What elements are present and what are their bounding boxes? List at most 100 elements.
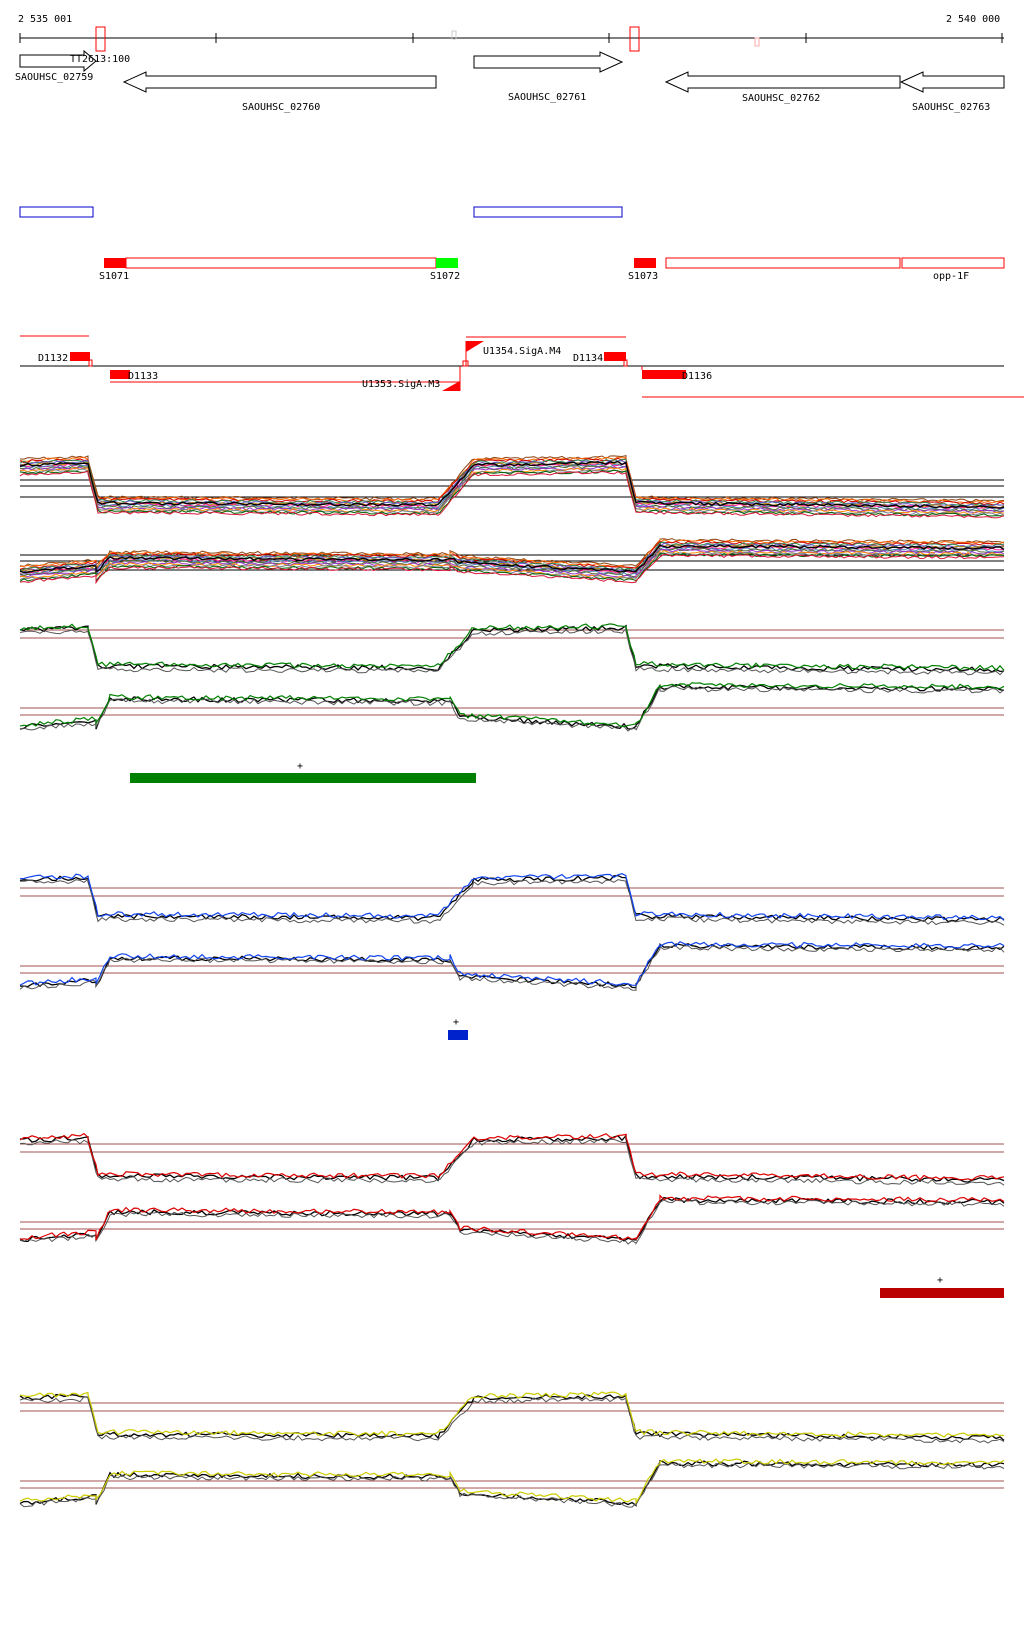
expression-trace: [19, 686, 1005, 732]
expression-trace: [19, 1199, 1005, 1246]
expression-trace: [19, 684, 1005, 730]
expression-trace: [19, 1132, 1005, 1181]
expression-trace: [19, 1393, 1005, 1441]
minor-marker: [451, 30, 457, 40]
expression-panel-red: [19, 1132, 1005, 1246]
segment-block[interactable]: [104, 258, 126, 268]
segment-block[interactable]: [634, 258, 656, 268]
terminator-label: TT2613:100: [70, 54, 130, 65]
feature-label: D1136: [682, 371, 712, 382]
gene-arrow[interactable]: [19, 49, 97, 73]
region-box[interactable]: [473, 206, 623, 218]
feature-block[interactable]: [110, 370, 130, 379]
coord-start: 2 535 001: [18, 14, 72, 25]
feature-block[interactable]: [70, 352, 90, 361]
expression-trace: [19, 623, 1005, 672]
ruler-ticks: [19, 33, 1003, 43]
expression-trace: [19, 465, 1005, 513]
expression-trace: [19, 1138, 1005, 1186]
expression-trace: [19, 945, 1005, 991]
expression-trace: [19, 468, 1005, 516]
expression-panel-all-plus: [19, 454, 1005, 519]
segment-label: S1073: [628, 271, 658, 282]
expression-trace: [19, 466, 1005, 514]
segment-block[interactable]: [436, 258, 458, 268]
gene-track: TT2613:100 SAOUHSC_02759 SAOUHSC_02760 S…: [15, 49, 1005, 113]
feature-label: U1353.SigA.M3: [362, 379, 440, 390]
expression-trace: [19, 1196, 1005, 1243]
expression-trace: [19, 624, 1005, 673]
terminator-marker[interactable]: [629, 26, 640, 52]
condition-markers: + + +: [130, 761, 1004, 1298]
feature-label: D1133: [128, 371, 158, 382]
expression-trace: [19, 1391, 1005, 1438]
gene-arrow[interactable]: [899, 71, 1005, 93]
expression-trace: [19, 457, 1005, 506]
gene-label: SAOUHSC_02763: [912, 102, 990, 113]
gene-arrow[interactable]: [473, 51, 624, 73]
expression-trace: [19, 542, 1005, 574]
region-track: [19, 206, 623, 218]
expression-panel-green: [19, 623, 1005, 732]
segment-box[interactable]: [125, 257, 437, 269]
expression-panel-yellow: [19, 1391, 1005, 1508]
gene-arrow[interactable]: [664, 71, 901, 93]
gene-label: SAOUHSC_02761: [508, 92, 586, 103]
expression-trace: [19, 873, 1005, 921]
gene-label: SAOUHSC_02760: [242, 102, 320, 113]
segment-label: S1071: [99, 271, 129, 282]
expression-panel-all-minus: [19, 538, 1005, 585]
expression-trace: [19, 542, 1004, 573]
terminator-marker[interactable]: [95, 26, 106, 52]
segment-track: S1071 S1072 S1073 opp-1F: [99, 257, 1005, 282]
expression-trace: [19, 1458, 1005, 1505]
expression-trace: [19, 627, 1005, 676]
feature-block[interactable]: [604, 352, 626, 361]
marker-plus: +: [453, 1017, 459, 1028]
gene-label: SAOUHSC_02759: [15, 72, 93, 83]
expression-trace: [19, 878, 1005, 926]
region-box[interactable]: [19, 206, 94, 218]
expression-trace: [19, 469, 1005, 517]
expression-trace: [19, 1459, 1005, 1507]
feature-label: D1134: [573, 353, 603, 364]
condition-bar-blue[interactable]: [448, 1030, 468, 1040]
condition-bar-green[interactable]: [130, 773, 476, 783]
feature-block[interactable]: [664, 370, 686, 379]
expression-trace: [19, 549, 1005, 580]
expression-trace: [19, 538, 1005, 571]
feature-block[interactable]: [642, 370, 664, 379]
expression-trace: [19, 940, 1005, 986]
feature-label: U1354.SigA.M4: [483, 346, 561, 357]
expression-trace: [19, 538, 1005, 567]
expression-trace: [19, 1133, 1005, 1183]
expression-panel-blue: [19, 873, 1005, 991]
expression-trace: [19, 470, 1005, 519]
segment-label: opp-1F: [933, 271, 969, 282]
expression-trace: [19, 548, 1005, 579]
expression-trace: [19, 553, 1005, 585]
expression-trace: [19, 1194, 1005, 1241]
expression-trace: [19, 1462, 1005, 1508]
expression-trace: [19, 682, 1005, 728]
expression-trace: [19, 552, 1005, 584]
segment-box[interactable]: [901, 257, 1005, 269]
feature-track: D1132 D1133 U1354.SigA.M4 U1353.SigA.M3 …: [20, 335, 1024, 398]
expression-trace: [19, 874, 1005, 923]
expression-trace: [19, 454, 1005, 503]
expression-trace: [19, 460, 1005, 509]
coordinate-ruler: 2 535 001 2 540 000: [18, 14, 1004, 52]
promoter-flag[interactable]: [466, 341, 484, 352]
segment-label: S1072: [430, 271, 460, 282]
expression-trace: [19, 1396, 1005, 1444]
gene-arrow[interactable]: [122, 71, 437, 93]
segment-box[interactable]: [665, 257, 901, 269]
coord-end: 2 540 000: [946, 14, 1000, 25]
feature-label: D1132: [38, 353, 68, 364]
gene-label: SAOUHSC_02762: [742, 93, 820, 104]
condition-bar-red[interactable]: [880, 1288, 1004, 1298]
marker-plus: +: [937, 1275, 943, 1286]
marker-plus: +: [297, 761, 303, 772]
promoter-flag[interactable]: [442, 381, 460, 391]
